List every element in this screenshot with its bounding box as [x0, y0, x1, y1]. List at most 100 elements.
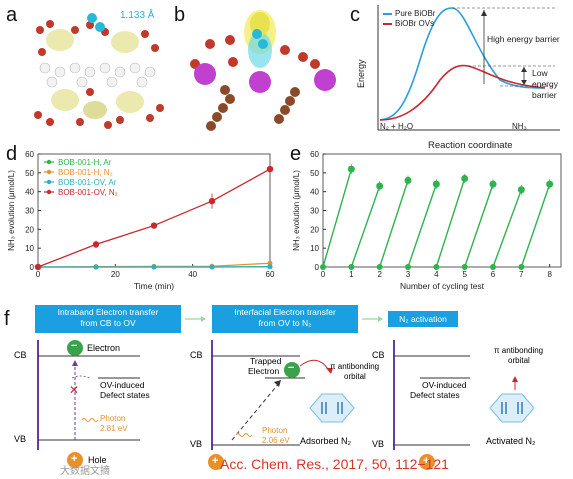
- x-tick-label: 20: [111, 270, 120, 279]
- y-tick-label: 30: [310, 207, 319, 216]
- cycle-line: [407, 183, 437, 268]
- photon2-label-2: 2.06 eV: [262, 436, 290, 445]
- box1-line2: from CB to OV: [80, 318, 136, 328]
- y-tick-label: 0: [30, 263, 35, 272]
- panel-c-energy-diagram: [377, 5, 560, 131]
- flow-arrows: [185, 316, 383, 322]
- legend-marker: [46, 179, 52, 185]
- hole-plus-2: +: [212, 455, 219, 467]
- watermark: 大数据文摘: [60, 466, 110, 477]
- vb-label-3: VB: [372, 439, 385, 449]
- trapped-label-1: Trapped: [250, 356, 282, 366]
- vb-label-2: VB: [190, 439, 203, 449]
- y-tick-label: 40: [25, 188, 34, 197]
- vb-label-1: VB: [14, 434, 27, 444]
- x-axis-label: Time (min): [134, 281, 174, 291]
- c-xlabel: Reaction coordinate: [428, 140, 513, 151]
- cycle-line: [435, 178, 466, 268]
- low-barrier-label-2: energy: [532, 79, 558, 89]
- x-tick-label: 0: [321, 270, 326, 279]
- cycle-start-point: [433, 264, 440, 270]
- o-atoms: [34, 20, 164, 129]
- cycle-line: [520, 183, 551, 268]
- ov-states-label-4: Defect states: [410, 390, 460, 400]
- br-atoms: [39, 62, 156, 88]
- y-tick-label: 20: [310, 225, 319, 234]
- x-tick-label: 2: [377, 270, 382, 279]
- box2-line2: from OV to N₂: [258, 318, 312, 328]
- cycle-start-point: [320, 264, 326, 270]
- bond-length-label: 1.133 Å: [120, 10, 155, 21]
- hole-plus-3: +: [423, 455, 430, 467]
- x-tick-label: 6: [491, 270, 496, 279]
- data-point: [267, 260, 273, 266]
- legend-pure-biobr: Pure BiOBr: [395, 9, 436, 18]
- box-intraband-transfer: Intraband Electron transfer from CB to O…: [35, 305, 181, 333]
- panel-b-label: b: [174, 4, 186, 26]
- legend-entry: BOB-001-OV, N₂: [58, 188, 118, 197]
- legend-entry: BOB-001-OV, Ar: [58, 178, 117, 187]
- y-tick-label: 30: [25, 207, 34, 216]
- x-tick-label: 7: [519, 270, 524, 279]
- y-tick-label: 50: [310, 169, 319, 178]
- x-tick-label: 4: [434, 270, 439, 279]
- cycle-start-point: [405, 264, 411, 270]
- pi-orbital-label-1: π antibonding: [330, 362, 380, 371]
- hole-plus-1: +: [71, 453, 78, 465]
- svg-text:✕: ✕: [69, 383, 79, 397]
- cycle-start-point: [348, 264, 355, 270]
- x-tick-label: 3: [406, 270, 411, 279]
- legend-marker: [46, 169, 52, 175]
- panel-d-chart: 0 20 40 60 0 10 20 30 40 50 60 Time (min) NH₃ evolut…: [7, 150, 275, 291]
- high-barrier-label: High energy barrier: [487, 34, 560, 44]
- data-point: [209, 264, 215, 270]
- data-point: [151, 264, 157, 270]
- ov-states-label-1: OV-induced: [100, 380, 145, 390]
- y-tick-label: 60: [310, 150, 319, 159]
- cycle-line: [492, 189, 522, 268]
- legend-marker: [46, 189, 52, 195]
- x-tick-label: 60: [266, 270, 275, 279]
- y-tick-label: 0: [315, 263, 320, 272]
- n2-molecule: [87, 13, 105, 32]
- low-barrier-label-1: Low: [532, 68, 548, 78]
- panel-e-chart: 0 1 2 3 4 5 6 7 8 0 10 20 30 40 50 60 Number of cycling …: [292, 150, 562, 291]
- cycle-line: [350, 185, 381, 268]
- x-tick-label: 8: [547, 270, 552, 279]
- y-tick-label: 10: [310, 244, 319, 253]
- c-start-label: N₂ + H₂O: [380, 122, 414, 131]
- cycle-start-point: [490, 264, 496, 270]
- cycle-line: [379, 180, 409, 268]
- pi-orbital-label-3: π antibonding: [494, 346, 544, 355]
- y-axis-label: NH₃ evolution (μmol/L): [292, 170, 301, 251]
- box-interfacial-transfer: Interfacial Electron transfer from OV to…: [212, 305, 358, 333]
- cb-label-1: CB: [14, 350, 27, 360]
- c-ylabel: Energy: [356, 59, 366, 88]
- panel-e-label: e: [290, 143, 302, 165]
- y-tick-label: 20: [25, 225, 34, 234]
- box-n2-activation: N₂ activation: [388, 311, 458, 327]
- box3-text: N₂ activation: [399, 314, 447, 324]
- electron-label: Electron: [87, 343, 121, 353]
- cycle-start-point: [518, 264, 525, 270]
- data-point: [93, 264, 99, 270]
- trapped-label-2: Electron: [248, 366, 280, 376]
- hole-label: Hole: [88, 455, 107, 465]
- x-tick-label: 5: [462, 270, 467, 279]
- panel-a-crystal-structure: [34, 13, 164, 129]
- pi-orbital-label-2: orbital: [344, 372, 366, 381]
- panel-d-label: d: [6, 143, 18, 165]
- y-tick-label: 10: [25, 244, 34, 253]
- x-axis-label: Number of cycling test: [400, 281, 485, 291]
- biobr-ovs-curve: [379, 64, 546, 121]
- panel-f-label: f: [4, 308, 10, 330]
- panel-b-charge-density: [190, 10, 336, 131]
- y-tick-label: 60: [25, 150, 34, 159]
- cycle-start-point: [376, 264, 383, 270]
- adsorbed-n2-label: Adsorbed N₂: [300, 436, 352, 446]
- panel-a-label: a: [6, 4, 18, 26]
- low-barrier-label-3: barrier: [532, 90, 557, 100]
- legend-marker: [46, 159, 52, 165]
- cycle-line: [322, 168, 353, 268]
- photon1-label-2: 2.81 eV: [100, 424, 128, 433]
